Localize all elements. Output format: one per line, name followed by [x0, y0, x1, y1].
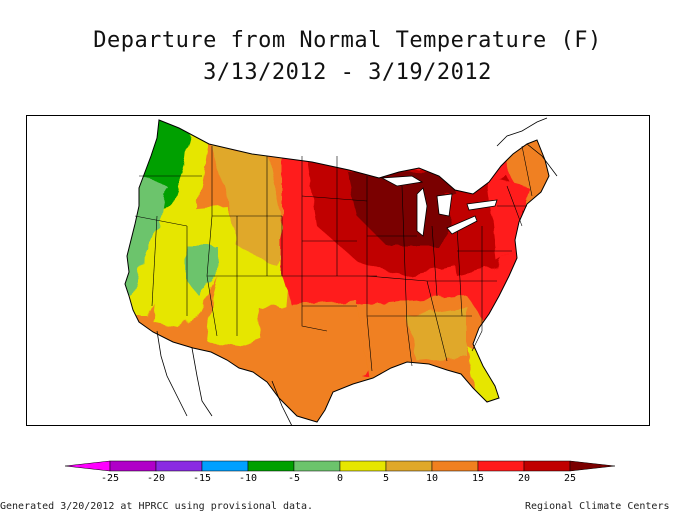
legend-swatch	[109, 460, 157, 472]
border-coastlines	[156, 117, 558, 425]
legend-swatch	[385, 460, 433, 472]
legend-tick-label: 5	[383, 473, 389, 483]
great-lakes	[380, 175, 498, 237]
region-nevada-cool	[187, 246, 217, 296]
legend-tick-label: -5	[288, 473, 300, 483]
legend-color-bar	[64, 460, 615, 472]
map-frame	[26, 115, 650, 426]
legend-tick-label: 25	[564, 473, 576, 483]
lake-ontario	[466, 199, 498, 211]
lake-erie	[446, 215, 478, 235]
legend-tick-label: -15	[193, 473, 211, 483]
legend-arrow-high	[569, 460, 615, 472]
region-texas	[257, 301, 367, 416]
map-date-range: 3/13/2012 - 3/19/2012	[203, 60, 492, 85]
temperature-anomaly-map	[124, 117, 558, 425]
legend-swatch	[339, 460, 387, 472]
legend-tick-label: 15	[472, 473, 484, 483]
legend-swatch	[247, 460, 295, 472]
region-deep-south	[407, 306, 467, 361]
footer-source: Regional Climate Centers	[525, 501, 670, 512]
legend-tick-label: 0	[337, 473, 343, 483]
legend-swatch	[201, 460, 249, 472]
legend-swatch	[523, 460, 571, 472]
lake-huron	[436, 193, 453, 217]
legend-tick-label: -25	[101, 473, 119, 483]
legend-tick-labels: -25 -20 -15 -10 -5 0 5 10 15 20 25	[101, 473, 576, 483]
anomaly-fill	[125, 120, 549, 422]
state-boundaries	[134, 145, 533, 372]
lake-superior	[380, 175, 424, 187]
legend-tick-label: 10	[426, 473, 438, 483]
legend-swatch	[293, 460, 341, 472]
legend-tick-label: 20	[518, 473, 530, 483]
legend-swatch	[431, 460, 479, 472]
lake-michigan	[416, 187, 428, 237]
legend-swatch	[155, 460, 203, 472]
region-upper-midwest	[347, 171, 462, 246]
footer-generated-note: Generated 3/20/2012 at HPRCC using provi…	[0, 501, 314, 512]
legend-tick-label: -10	[239, 473, 257, 483]
color-legend: -25 -20 -15 -10 -5 0 5 10 15 20 25	[64, 460, 615, 483]
legend-swatch	[477, 460, 525, 472]
legend-arrow-low	[64, 460, 111, 472]
legend-tick-label: -20	[147, 473, 165, 483]
map-title: Departure from Normal Temperature (F)	[93, 28, 602, 53]
